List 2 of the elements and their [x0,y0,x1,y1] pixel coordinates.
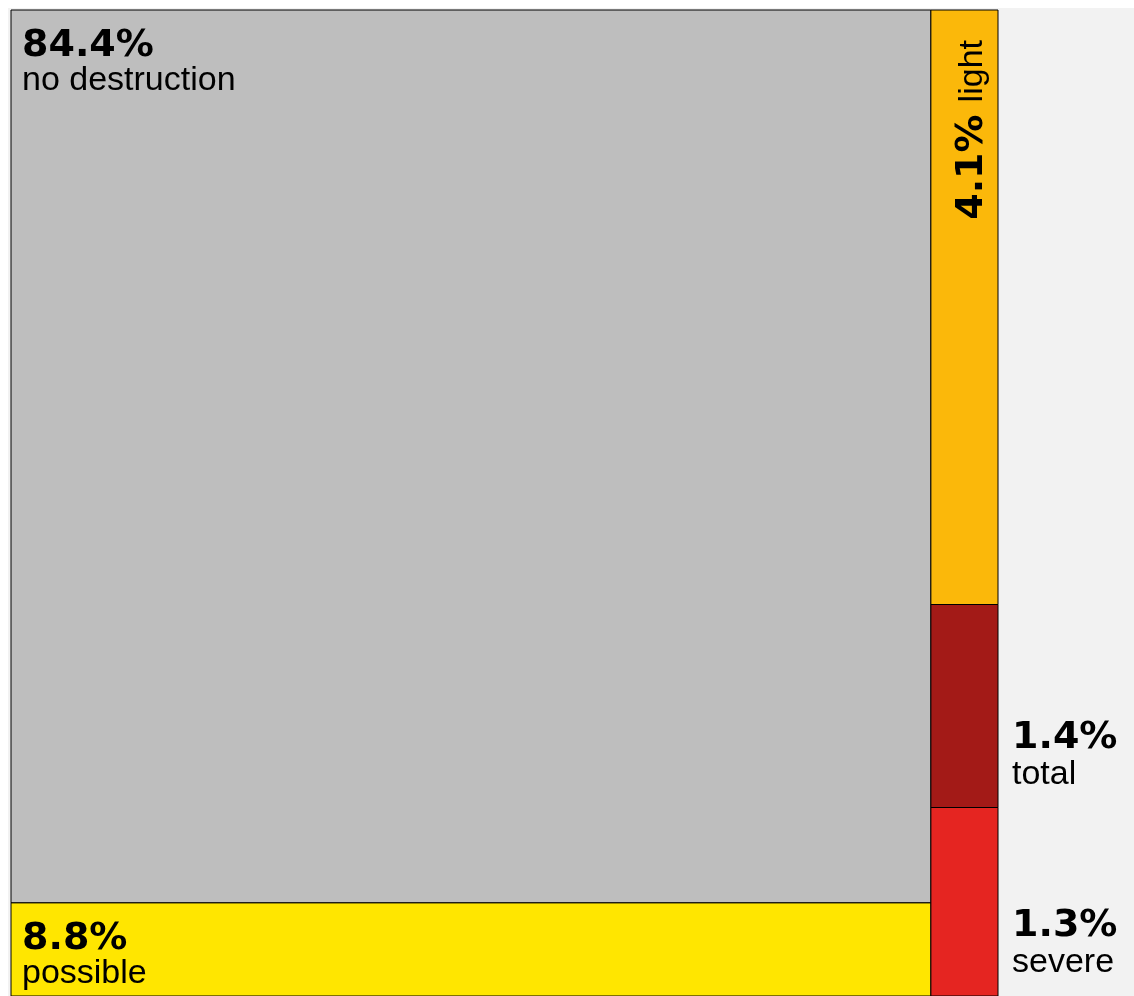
category-label: light [951,39,990,103]
data-label: 4.1% [947,114,992,220]
